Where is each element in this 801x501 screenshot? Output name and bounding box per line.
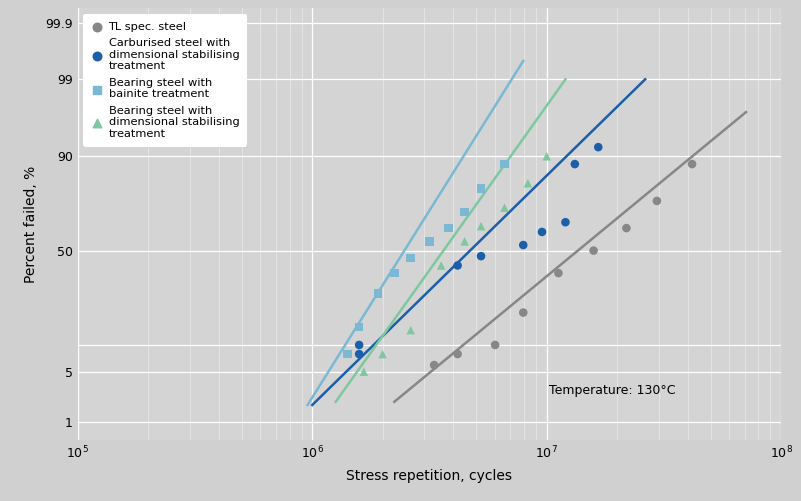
Point [475, 252, 488, 260]
Point [442, 224, 455, 232]
Point [592, 143, 605, 151]
Y-axis label: Percent failed, %: Percent failed, % [24, 166, 38, 283]
Point [405, 326, 417, 334]
Point [376, 350, 389, 358]
Point [475, 222, 488, 230]
Point [405, 254, 417, 262]
Point [587, 246, 600, 255]
Point [475, 185, 488, 193]
Point [541, 152, 553, 160]
Point [458, 208, 471, 216]
Point [352, 341, 365, 349]
Text: Temperature: 130°C: Temperature: 130°C [549, 384, 675, 397]
Point [620, 224, 633, 232]
Point [372, 290, 384, 298]
Point [536, 228, 549, 236]
Point [521, 179, 534, 187]
Point [451, 350, 464, 358]
Legend: TL spec. steel, Carburised steel with
dimensional stabilising
treatment, Bearing: TL spec. steel, Carburised steel with di… [83, 14, 248, 147]
Point [388, 269, 400, 277]
Point [569, 160, 582, 168]
Point [352, 350, 365, 358]
Point [352, 323, 365, 331]
Point [650, 197, 663, 205]
Point [423, 237, 436, 245]
Point [489, 341, 501, 349]
Point [357, 368, 370, 376]
Point [552, 269, 565, 277]
Point [458, 237, 471, 245]
Point [686, 160, 698, 168]
Point [428, 361, 441, 369]
Point [451, 262, 464, 270]
Point [341, 350, 354, 358]
Point [517, 241, 529, 249]
X-axis label: Stress repetition, cycles: Stress repetition, cycles [347, 468, 513, 482]
Point [435, 262, 448, 270]
Point [517, 309, 529, 317]
Point [498, 160, 511, 168]
Point [559, 218, 572, 226]
Point [498, 204, 511, 212]
